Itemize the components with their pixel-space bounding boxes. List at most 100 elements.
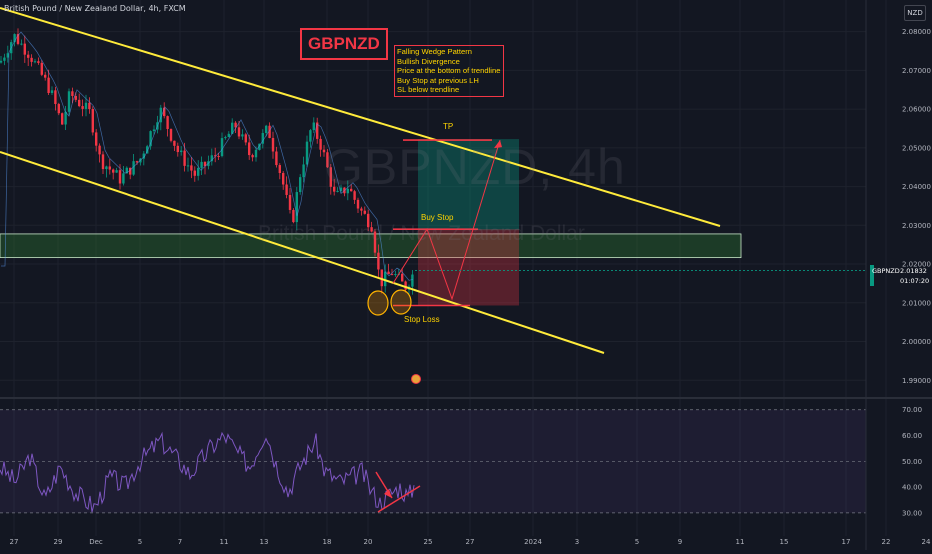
candle-body bbox=[292, 209, 295, 223]
candle-body bbox=[309, 130, 312, 142]
candle-body bbox=[333, 186, 336, 192]
x-tick-label: 15 bbox=[780, 538, 789, 546]
bottom-circle-2 bbox=[390, 289, 412, 315]
candle-body bbox=[285, 184, 288, 195]
candle-body bbox=[50, 90, 54, 93]
candle-body bbox=[299, 177, 302, 193]
x-tick-label: 27 bbox=[466, 538, 475, 546]
rsi-tick-label: 60.00 bbox=[902, 432, 922, 440]
last-price-tag: GBPNZD 2.01832 01:07:20 bbox=[870, 265, 929, 286]
tp-label: TP bbox=[443, 122, 454, 131]
price-tag-countdown: 01:07:20 bbox=[900, 277, 930, 285]
candle-body bbox=[217, 156, 220, 158]
candle-body bbox=[326, 152, 329, 168]
candle-body bbox=[91, 109, 94, 133]
candle-body bbox=[190, 165, 193, 171]
candle-body bbox=[95, 132, 98, 146]
candle-body bbox=[203, 161, 207, 167]
candle-body bbox=[146, 146, 149, 154]
candle-body bbox=[234, 122, 237, 128]
x-tick-label: 22 bbox=[882, 538, 891, 546]
candle-body bbox=[197, 167, 200, 176]
candle-body bbox=[404, 281, 407, 290]
candle-body bbox=[244, 134, 247, 143]
candle-body bbox=[183, 150, 186, 166]
candle-body bbox=[353, 191, 356, 200]
price-tick-label: 2.04000 bbox=[902, 183, 931, 191]
candle-body bbox=[193, 170, 196, 176]
support-zone bbox=[0, 233, 742, 259]
candle-body bbox=[54, 90, 57, 105]
events-icon[interactable] bbox=[411, 374, 421, 384]
candle-body bbox=[152, 129, 156, 132]
upper-trendline bbox=[0, 7, 721, 227]
price-tick-label: 2.07000 bbox=[902, 67, 931, 75]
price-tick-label: 2.00000 bbox=[902, 338, 931, 346]
candle-body bbox=[67, 91, 71, 112]
candle-body bbox=[180, 150, 183, 153]
rsi-tick-label: 70.00 bbox=[902, 406, 922, 414]
candle-body bbox=[384, 271, 387, 287]
rsi-tick-label: 50.00 bbox=[902, 458, 922, 466]
candle-body bbox=[220, 138, 224, 157]
candle-body bbox=[33, 61, 37, 63]
rsi-tick-label: 30.00 bbox=[902, 509, 922, 517]
candle-body bbox=[88, 102, 91, 110]
candle-body bbox=[275, 151, 278, 166]
candle-body bbox=[0, 60, 3, 63]
stop-loss-label: Stop Loss bbox=[404, 315, 440, 324]
symbol-description: British Pound / New Zealand Dollar, 4h, … bbox=[4, 4, 186, 13]
candle-body bbox=[142, 153, 145, 159]
candle-body bbox=[363, 210, 366, 214]
price-tick-label: 2.01000 bbox=[902, 299, 931, 307]
candle-body bbox=[176, 145, 179, 153]
take-profit-zone bbox=[418, 139, 519, 231]
candle-body bbox=[132, 161, 135, 175]
candle-body bbox=[27, 54, 30, 58]
candle-body bbox=[312, 122, 315, 131]
candle-body bbox=[166, 116, 169, 129]
watermark-symbol: GBPNZD, 4h bbox=[324, 139, 626, 195]
currency-button[interactable]: NZD bbox=[904, 5, 926, 21]
candle-body bbox=[23, 43, 26, 55]
candle-body bbox=[336, 190, 339, 192]
candle-body bbox=[20, 43, 23, 45]
divergence-rsi-line bbox=[377, 485, 421, 513]
x-tick-label: Dec bbox=[89, 538, 103, 546]
candle-body bbox=[411, 274, 414, 287]
candle-body bbox=[44, 74, 47, 78]
candle-body bbox=[135, 161, 139, 163]
candle-body bbox=[265, 125, 268, 134]
note-line: Bullish Divergence bbox=[397, 56, 460, 66]
x-tick-label: 27 bbox=[10, 538, 19, 546]
watermark-name: British Pound / New Zealand Dollar bbox=[258, 222, 585, 245]
rsi-tick-label: 40.00 bbox=[902, 484, 922, 492]
x-tick-label: 3 bbox=[575, 538, 579, 546]
candle-body bbox=[329, 167, 332, 187]
moving-average-line bbox=[1, 31, 414, 281]
symbol-header[interactable]: British Pound / New Zealand Dollar, 4h, … bbox=[4, 4, 186, 13]
candle-body bbox=[118, 170, 122, 184]
candle-body bbox=[231, 122, 234, 134]
price-tick-label: 2.06000 bbox=[902, 106, 931, 114]
candle-body bbox=[149, 131, 152, 147]
price-tick-label: 2.03000 bbox=[902, 222, 931, 230]
candle-body bbox=[173, 140, 176, 146]
candle-body bbox=[278, 165, 281, 174]
candle-body bbox=[30, 57, 33, 62]
divergence-arrowhead bbox=[384, 489, 392, 498]
candle-body bbox=[169, 128, 173, 141]
candle-body bbox=[200, 161, 203, 168]
x-tick-label: 9 bbox=[678, 538, 682, 546]
x-tick-label: 20 bbox=[364, 538, 373, 546]
candle-body bbox=[241, 134, 244, 137]
candle-body bbox=[186, 165, 190, 167]
x-tick-label: 13 bbox=[260, 538, 269, 546]
candle-body bbox=[71, 91, 74, 96]
candle-body bbox=[302, 164, 305, 178]
candle-body bbox=[268, 125, 271, 138]
candle-body bbox=[16, 34, 20, 44]
candle-body bbox=[346, 188, 349, 194]
